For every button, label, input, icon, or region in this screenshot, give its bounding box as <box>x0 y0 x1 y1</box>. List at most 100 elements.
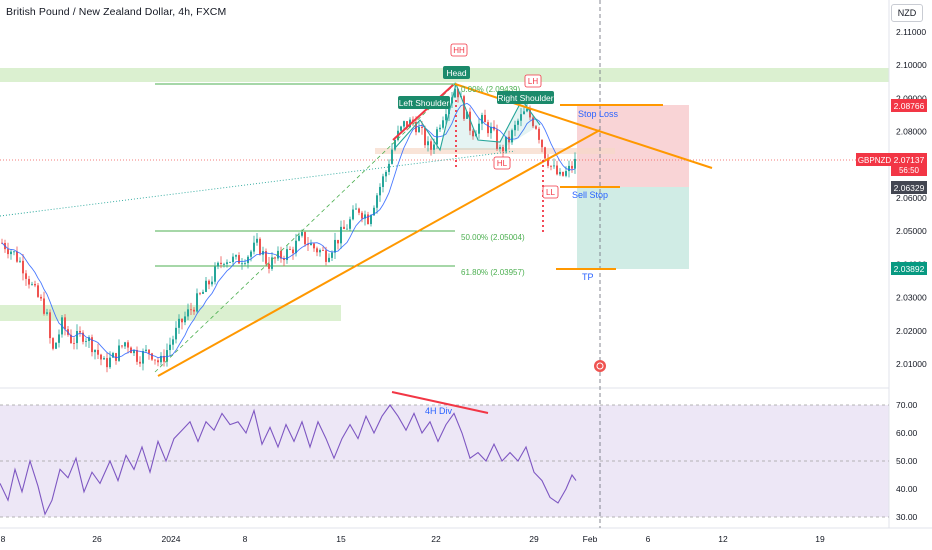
candle-body <box>148 349 150 354</box>
candle-body <box>403 121 405 127</box>
candle-body <box>106 358 108 368</box>
candle-body <box>343 226 345 230</box>
time-tick-label: 26 <box>92 534 102 544</box>
rsi-divergence-line <box>391 391 489 414</box>
candle-body <box>487 122 489 134</box>
candle-body <box>94 349 96 353</box>
time-tick-label: 22 <box>431 534 441 544</box>
candle-body <box>427 141 429 146</box>
candle-body <box>271 257 273 269</box>
candle-body <box>73 343 75 344</box>
candle-body <box>316 248 318 253</box>
price-axis[interactable]: 2.110002.100002.090002.080002.070002.060… <box>896 27 927 369</box>
rsi-levels <box>0 404 889 518</box>
right-shoulder-label: Right Shoulder <box>497 93 553 103</box>
candle-body <box>523 111 525 115</box>
candle-body <box>175 327 177 340</box>
candle-body <box>214 266 216 282</box>
candle-body <box>355 208 357 210</box>
candle-body <box>568 165 570 172</box>
time-tick-label: Feb <box>583 534 598 544</box>
hs-pattern-outline <box>394 82 541 152</box>
candle-body <box>139 361 141 364</box>
candle-body <box>142 351 144 364</box>
candle-body <box>346 228 348 230</box>
candle-body <box>328 257 330 262</box>
candle-body <box>385 171 387 177</box>
candle-body <box>547 158 549 166</box>
candle-body <box>37 285 39 297</box>
time-axis[interactable]: 8 26 2024 8 15 22 29 Feb 6 12 19 <box>1 534 825 544</box>
candle-body <box>163 355 165 362</box>
tp-label: TP <box>582 272 594 282</box>
candle-body <box>361 212 363 219</box>
candle-body <box>373 207 375 216</box>
fib-618-label: 61.80% (2.03957) <box>461 268 525 277</box>
ll-label: LL <box>546 188 555 197</box>
candle-body <box>295 240 297 254</box>
price-tick-label: 2.05000 <box>896 226 927 236</box>
candle-body <box>337 239 339 244</box>
candle-body <box>520 114 522 121</box>
candle-body <box>151 353 153 360</box>
candle-body <box>364 214 366 219</box>
candle-body <box>352 209 354 220</box>
price-tick-label: 2.03000 <box>896 293 927 303</box>
candle-body <box>433 144 435 150</box>
candle-body <box>469 111 471 131</box>
candle-body <box>136 349 138 362</box>
price-tick-label: 2.09000 <box>896 93 927 103</box>
candle-body <box>550 165 552 167</box>
rsi-tick-label: 50.00 <box>896 456 918 466</box>
candle-body <box>421 126 423 128</box>
rsi-axis[interactable]: 70.00 60.00 50.00 40.00 30.00 <box>896 400 918 522</box>
candle-body <box>349 219 351 229</box>
candle-body <box>496 129 498 149</box>
candle-body <box>319 250 321 253</box>
candle-body <box>115 353 117 361</box>
candle-body <box>289 249 291 250</box>
rsi-tick-label: 30.00 <box>896 512 918 522</box>
candle-body <box>340 226 342 244</box>
price-tick-label: 2.08000 <box>896 127 927 137</box>
candle-body <box>157 360 159 363</box>
time-tick-label: 15 <box>336 534 346 544</box>
currency-selector[interactable]: NZD <box>891 4 923 22</box>
chart-title: British Pound / New Zealand Dollar, 4h, … <box>6 6 227 18</box>
candle-body <box>133 349 135 354</box>
candle-body <box>55 342 57 349</box>
candle-body <box>454 88 456 98</box>
price-tick-label: 2.06000 <box>896 193 927 203</box>
time-tick-label: 19 <box>815 534 825 544</box>
candle-body <box>109 357 111 368</box>
target-tag: 2.03892 <box>894 264 925 274</box>
candle-body <box>31 283 33 285</box>
candle-body <box>103 358 105 360</box>
candle-body <box>58 334 60 343</box>
time-tick-label: 29 <box>529 534 539 544</box>
candle-body <box>169 344 171 351</box>
candle-body <box>382 176 384 187</box>
candle-body <box>283 258 285 261</box>
candle-body <box>100 354 102 360</box>
candle-body <box>331 252 333 258</box>
candle-body <box>544 147 546 159</box>
candle-body <box>556 165 558 175</box>
candle-body <box>13 251 15 253</box>
candle-body <box>400 126 402 131</box>
candle-body <box>121 345 123 347</box>
candle-body <box>502 147 504 152</box>
candle-body <box>241 263 243 265</box>
hl-label: HL <box>497 159 508 168</box>
head-label: Head <box>446 68 467 78</box>
event-icon[interactable] <box>594 360 606 372</box>
candle-body <box>187 309 189 317</box>
price-tick-label: 2.01000 <box>896 359 927 369</box>
candle-body <box>112 353 114 358</box>
candle-body <box>292 249 294 254</box>
candle-body <box>82 332 84 342</box>
fib-0-label: 0.00% (2.09439) <box>461 85 520 94</box>
candle-body <box>301 232 303 236</box>
candle-body <box>358 208 360 213</box>
